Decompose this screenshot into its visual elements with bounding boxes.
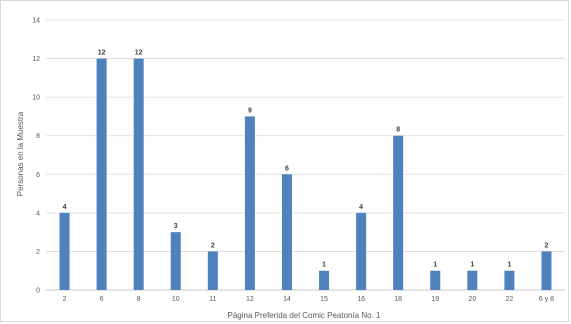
bars <box>59 58 552 291</box>
y-tick-label: 2 <box>36 249 40 256</box>
bar-data-label: 2 <box>211 242 215 249</box>
bar-data-label: 1 <box>470 262 474 269</box>
bar-data-label: 9 <box>248 107 252 114</box>
x-tick-label: 12 <box>246 296 254 303</box>
bar-data-label: 2 <box>545 242 549 249</box>
gridlines <box>46 19 565 291</box>
x-tick-label: 16 <box>357 296 365 303</box>
y-tick-label: 4 <box>36 210 40 217</box>
bar <box>393 135 404 290</box>
y-tick-label: 6 <box>36 172 40 179</box>
x-tick-label: 19 <box>431 296 439 303</box>
bar-data-label: 1 <box>322 262 326 269</box>
bar-data-label: 4 <box>63 204 67 211</box>
y-tick-label: 8 <box>36 133 40 140</box>
bar <box>281 174 292 290</box>
x-tick-label: 8 <box>137 296 141 303</box>
bar <box>504 270 515 290</box>
x-tick-label: 6 <box>100 296 104 303</box>
bar <box>541 251 552 290</box>
y-axis-ticks: 0 2 4 6 8 10 12 14 <box>32 18 40 295</box>
bar <box>430 270 441 290</box>
x-axis-title: Página Preferida del Comic Peatonía No. … <box>228 311 382 320</box>
bar-data-label: 1 <box>433 262 437 269</box>
x-tick-label: 10 <box>172 296 180 303</box>
x-tick-label: 14 <box>283 296 291 303</box>
x-tick-label: 22 <box>505 296 513 303</box>
x-axis-ticks: 2 6 8 10 11 12 14 15 16 18 19 20 22 6 y 8 <box>63 296 555 303</box>
bar <box>170 232 181 290</box>
bar <box>207 251 218 290</box>
bar <box>244 116 255 290</box>
x-tick-label: 18 <box>394 296 402 303</box>
y-tick-label: 12 <box>32 56 40 63</box>
y-tick-label: 14 <box>32 18 40 25</box>
bar-data-label: 4 <box>359 204 363 211</box>
bar-data-label: 1 <box>507 262 511 269</box>
x-tick-label: 20 <box>468 296 476 303</box>
bar <box>133 58 144 291</box>
y-tick-label: 10 <box>32 95 40 102</box>
x-tick-label: 11 <box>209 296 216 303</box>
bar <box>319 270 330 290</box>
x-tick-label: 6 y 8 <box>539 296 554 303</box>
bar-data-label: 12 <box>135 50 143 57</box>
bar-data-label: 3 <box>174 223 178 230</box>
y-axis-title: Personas en la Muestra <box>16 111 25 196</box>
x-tick-label: 15 <box>320 296 328 303</box>
bar <box>467 270 478 290</box>
bar <box>356 212 367 290</box>
x-tick-label: 2 <box>63 296 67 303</box>
bar-data-label: 8 <box>396 127 400 134</box>
y-tick-label: 0 <box>36 288 40 295</box>
bar-data-label: 6 <box>285 165 289 172</box>
bar-data-label: 12 <box>98 50 106 57</box>
bar <box>59 212 70 290</box>
bar <box>96 58 107 291</box>
